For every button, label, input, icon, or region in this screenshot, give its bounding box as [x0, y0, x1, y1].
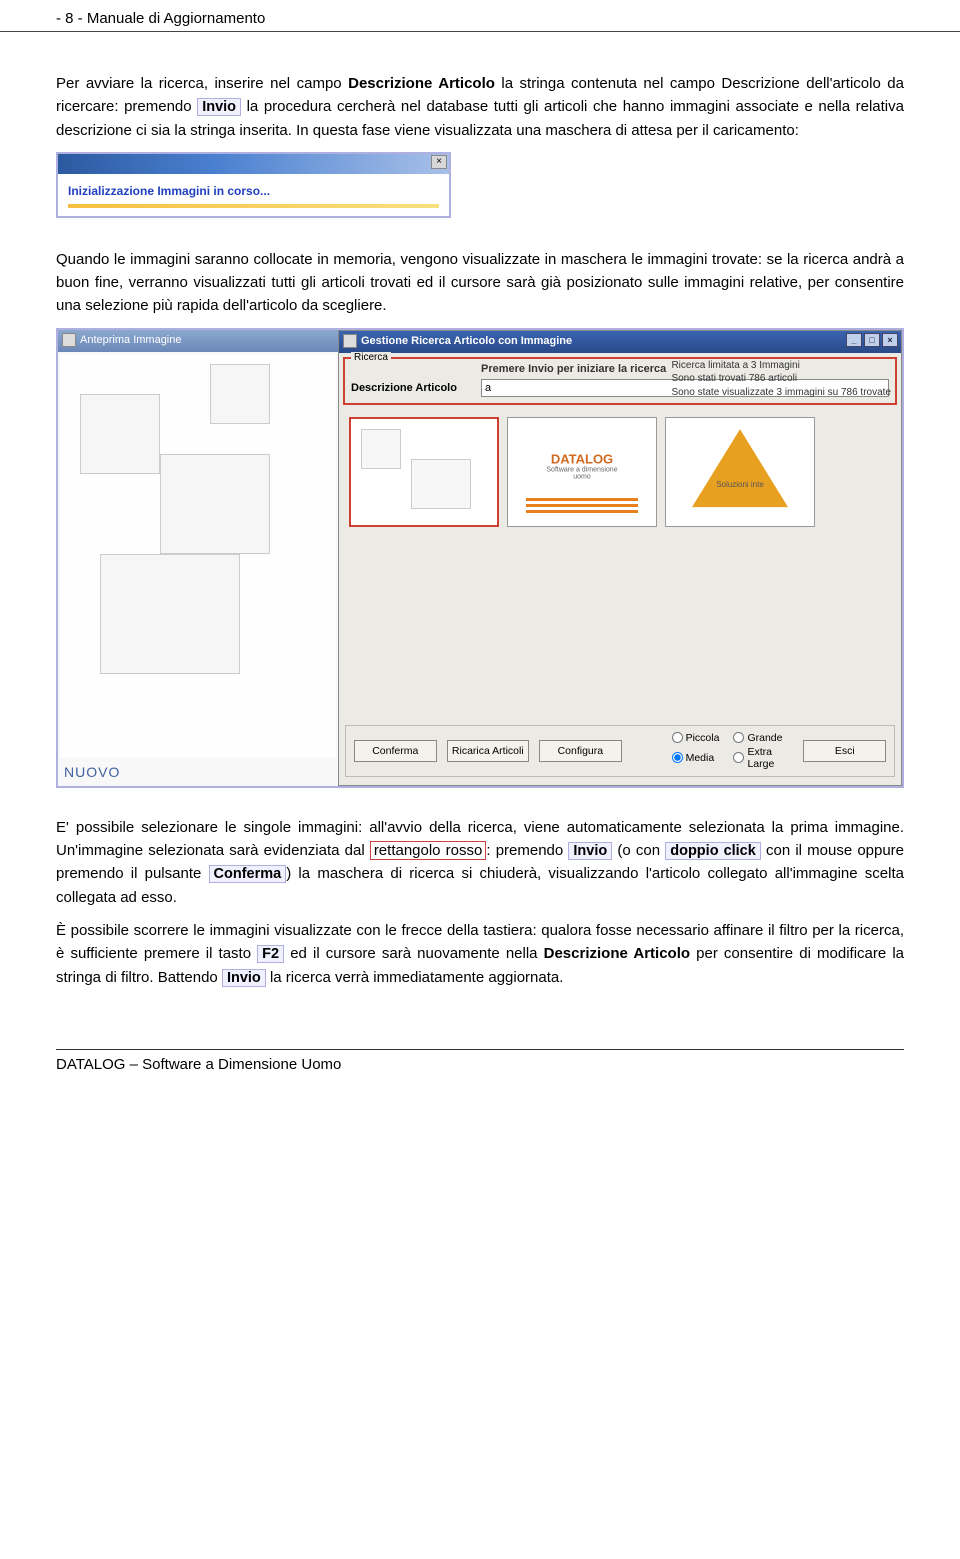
thumbnail-3[interactable]: Soluzioni inte [665, 417, 815, 527]
decor-square [160, 454, 270, 554]
radio-grande-label: Grande [747, 732, 782, 744]
paragraph-2: Quando le immagini saranno collocate in … [56, 248, 904, 318]
p4-t4: la ricerca verrà immediatamente aggiorna… [266, 969, 564, 986]
p1-b1: Descrizione Articolo [348, 75, 495, 92]
radio-piccola-input[interactable] [672, 732, 683, 743]
screenshot-main: Anteprima Immagine NUOVO Gestione Ricerc… [56, 328, 904, 788]
logo-subtitle: Software a dimensione uomo [545, 467, 619, 481]
anteprima-window: Anteprima Immagine NUOVO [58, 330, 338, 786]
configura-button[interactable]: Configura [539, 740, 622, 762]
radio-media-label: Media [686, 752, 715, 764]
decor-square [100, 554, 240, 674]
decor-square [210, 364, 270, 424]
gestione-title-text: Gestione Ricerca Articolo con Immagine [361, 335, 572, 347]
stat-line-2: Sono stati trovati 786 articoli [671, 372, 891, 386]
triangle-text: Soluzioni inte [716, 480, 764, 489]
radio-piccola[interactable]: Piccola [672, 732, 720, 744]
p3-t3: (o con [612, 842, 665, 859]
radio-extra[interactable]: Extra Large [733, 746, 793, 770]
progress-label: Inizializzazione Immagini in corso... [68, 184, 270, 198]
p4-b1: Descrizione Articolo [544, 945, 690, 962]
decor-square [411, 459, 471, 509]
p3-t2: : premendo [486, 842, 568, 859]
gestione-button-bar: Conferma Ricarica Articoli Configura Pic… [345, 725, 895, 777]
stat-line-1: Ricerca limitata a 3 Immagini [671, 359, 891, 373]
close-icon[interactable]: × [431, 155, 447, 169]
page-content: Per avviare la ricerca, inserire nel cam… [0, 32, 960, 1019]
thumbnail-2[interactable]: DATALOG Software a dimensione uomo [507, 417, 657, 527]
redbox-rettangolo: rettangolo rosso [370, 841, 487, 860]
gestione-window: Gestione Ricerca Articolo con Immagine _… [338, 330, 902, 786]
anteprima-body [60, 354, 336, 758]
radio-grande-input[interactable] [733, 732, 744, 743]
decor-square [361, 429, 401, 469]
maximize-icon[interactable]: □ [864, 333, 880, 347]
key-f2: F2 [257, 945, 284, 963]
triangle-icon [692, 429, 788, 507]
radio-media-input[interactable] [672, 752, 683, 763]
descrizione-label: Descrizione Articolo [351, 382, 475, 394]
thumbnail-1[interactable] [349, 417, 499, 527]
key-invio-1: Invio [197, 98, 241, 116]
page-header: - 8 - Manuale di Aggiornamento [0, 0, 960, 32]
anteprima-titlebar: Anteprima Immagine [58, 330, 338, 352]
key-conferma: Conferma [209, 865, 287, 883]
ricarica-button[interactable]: Ricarica Articoli [447, 740, 530, 762]
p4-t2: ed il cursore sarà nuovamente nella [284, 945, 544, 962]
key-invio-3: Invio [222, 969, 266, 987]
conferma-button[interactable]: Conferma [354, 740, 437, 762]
gestione-titlebar: Gestione Ricerca Articolo con Immagine _… [339, 331, 901, 353]
window-icon [62, 333, 76, 347]
decor-bars [526, 498, 638, 516]
size-radio-group: Piccola Grande Media Extra Large [672, 732, 794, 770]
page-footer: DATALOG – Software a Dimensione Uomo [56, 1049, 904, 1103]
anteprima-title-text: Anteprima Immagine [80, 334, 182, 346]
minimize-icon[interactable]: _ [846, 333, 862, 347]
ricerca-stats: Ricerca limitata a 3 Immagini Sono stati… [671, 359, 891, 400]
progress-window: × Inizializzazione Immagini in corso... [56, 152, 451, 218]
logo-text: DATALOG [551, 452, 613, 467]
thumbnails-row: DATALOG Software a dimensione uomo Soluz… [339, 409, 901, 531]
key-invio-2: Invio [568, 842, 612, 860]
stat-line-3: Sono state visualizzate 3 immagini su 78… [671, 386, 891, 400]
paragraph-1: Per avviare la ricerca, inserire nel cam… [56, 72, 904, 142]
esci-button[interactable]: Esci [803, 740, 886, 762]
radio-media[interactable]: Media [672, 746, 720, 770]
progress-titlebar: × [58, 154, 449, 174]
radio-extra-input[interactable] [733, 752, 744, 763]
radio-grande[interactable]: Grande [733, 732, 793, 744]
radio-piccola-label: Piccola [686, 732, 720, 744]
close-icon[interactable]: × [882, 333, 898, 347]
paragraph-3: E' possibile selezionare le singole imma… [56, 816, 904, 909]
window-icon [343, 334, 357, 348]
progress-body: Inizializzazione Immagini in corso... [58, 174, 449, 216]
footer-text: DATALOG – Software a Dimensione Uomo [56, 1056, 341, 1073]
p1-t1: Per avviare la ricerca, inserire nel cam… [56, 75, 348, 92]
key-doppio-click: doppio click [665, 842, 761, 860]
window-buttons: _ □ × [846, 333, 898, 347]
progress-bar [68, 204, 439, 208]
ricerca-group-label: Ricerca [351, 352, 391, 363]
paragraph-4: È possibile scorrere le immagini visuali… [56, 919, 904, 989]
nuovo-label: NUOVO [64, 764, 120, 780]
datalog-logo: DATALOG Software a dimensione uomo [545, 452, 619, 481]
radio-extra-label: Extra Large [747, 746, 793, 770]
page-header-text: - 8 - Manuale di Aggiornamento [56, 10, 265, 27]
decor-square [80, 394, 160, 474]
